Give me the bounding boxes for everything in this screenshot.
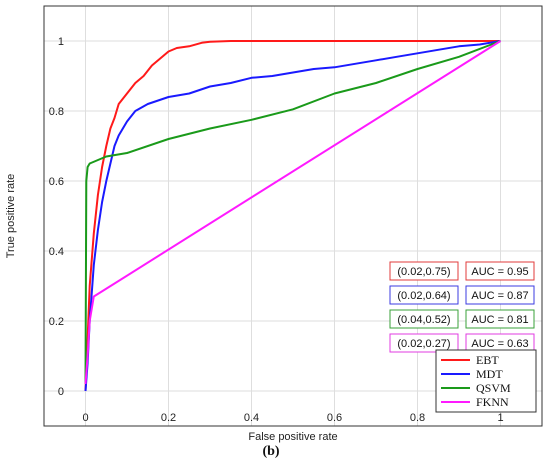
x-tick-label: 0.8 xyxy=(410,412,425,424)
annotation-auc-box xyxy=(465,309,535,329)
legend-label-ebt: EBT xyxy=(476,353,499,367)
y-tick-label: 0.6 xyxy=(49,176,64,188)
y-tick-label: 1 xyxy=(58,36,64,48)
x-axis-label: False positive rate xyxy=(248,431,337,443)
annotation-point-box xyxy=(389,333,459,353)
auc-annotation: (0.04,0.52) AUC = 0.81 xyxy=(389,309,535,329)
legend-label-mdt: MDT xyxy=(476,367,503,381)
y-axis-label: True positive rate xyxy=(5,174,17,259)
x-tick-label: 1 xyxy=(497,412,503,424)
annotation-point-box xyxy=(389,285,459,305)
y-tick-label: 0.4 xyxy=(49,246,64,258)
y-tick-label: 0.8 xyxy=(49,106,64,118)
annotation-auc-text: AUC = 0.81 xyxy=(471,314,528,326)
legend-label-fknn: FKNN xyxy=(476,395,509,409)
annotation-auc-box xyxy=(465,261,535,281)
annotation-point-text: (0.02,0.27) xyxy=(397,338,450,350)
auc-annotation: (0.02,0.64) AUC = 0.87 xyxy=(389,285,535,305)
grid xyxy=(44,6,542,426)
auc-annotation: (0.02,0.75) AUC = 0.95 xyxy=(389,261,535,281)
auc-annotation: (0.02,0.27) AUC = 0.63 xyxy=(389,333,535,353)
annotation-point-box xyxy=(389,261,459,281)
x-tick-label: 0.2 xyxy=(161,412,176,424)
y-tick-label: 0.2 xyxy=(49,316,64,328)
series-lines xyxy=(84,40,502,392)
annotation-auc-text: AUC = 0.63 xyxy=(471,338,528,350)
series-line-mdt xyxy=(84,40,501,392)
figure-caption: (b) xyxy=(262,444,279,459)
tick-labels: 0 0.2 0.4 0.6 0.8 1 0 0.2 0.4 0.6 0.8 1 xyxy=(49,36,504,424)
auc-annotations: (0.02,0.75) AUC = 0.95 (0.02,0.64) AUC = 0.… xyxy=(389,261,535,353)
plot-frame xyxy=(43,5,543,427)
annotation-auc-text: AUC = 0.95 xyxy=(471,266,528,278)
annotation-point-text: (0.02,0.75) xyxy=(397,266,450,278)
series-line-ebt xyxy=(84,40,501,392)
x-tick-label: 0 xyxy=(82,412,88,424)
annotation-auc-box xyxy=(465,285,535,305)
y-tick-label: 0 xyxy=(58,386,64,398)
legend-label-qsvm: QSVM xyxy=(476,381,511,395)
x-tick-label: 0.6 xyxy=(327,412,342,424)
x-tick-label: 0.4 xyxy=(244,412,259,424)
annotation-point-text: (0.04,0.52) xyxy=(397,314,450,326)
annotation-auc-text: AUC = 0.87 xyxy=(471,290,528,302)
series-line-fknn xyxy=(84,40,502,385)
annotation-point-box xyxy=(389,309,459,329)
series-line-qsvm xyxy=(84,40,501,385)
annotation-point-text: (0.02,0.64) xyxy=(397,290,450,302)
